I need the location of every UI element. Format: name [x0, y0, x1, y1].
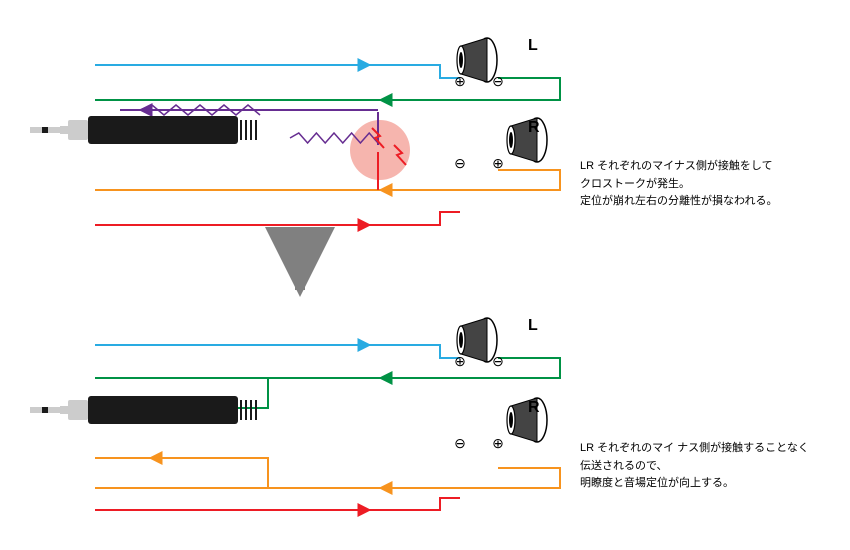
description-bottom: LR それぞれのマイ ナス側が接触することなく 伝送されるので、 明瞭度と音場定…: [580, 440, 809, 493]
svg-text:⊖: ⊖: [492, 353, 504, 369]
svg-text:⊕: ⊕: [492, 435, 504, 451]
svg-text:L: L: [528, 37, 538, 54]
svg-text:⊖: ⊖: [492, 73, 504, 89]
svg-text:⊕: ⊕: [454, 353, 466, 369]
description-top: LR それぞれのマイナス側が接触をして クロストークが発生。 定位が崩れ左右の分…: [580, 158, 777, 211]
svg-text:⊕: ⊕: [454, 73, 466, 89]
svg-text:⊕: ⊕: [492, 155, 504, 171]
svg-text:L: L: [528, 317, 538, 334]
svg-text:⊖: ⊖: [454, 155, 466, 171]
svg-text:R: R: [528, 119, 540, 136]
svg-text:R: R: [528, 399, 540, 416]
svg-text:⊖: ⊖: [454, 435, 466, 451]
